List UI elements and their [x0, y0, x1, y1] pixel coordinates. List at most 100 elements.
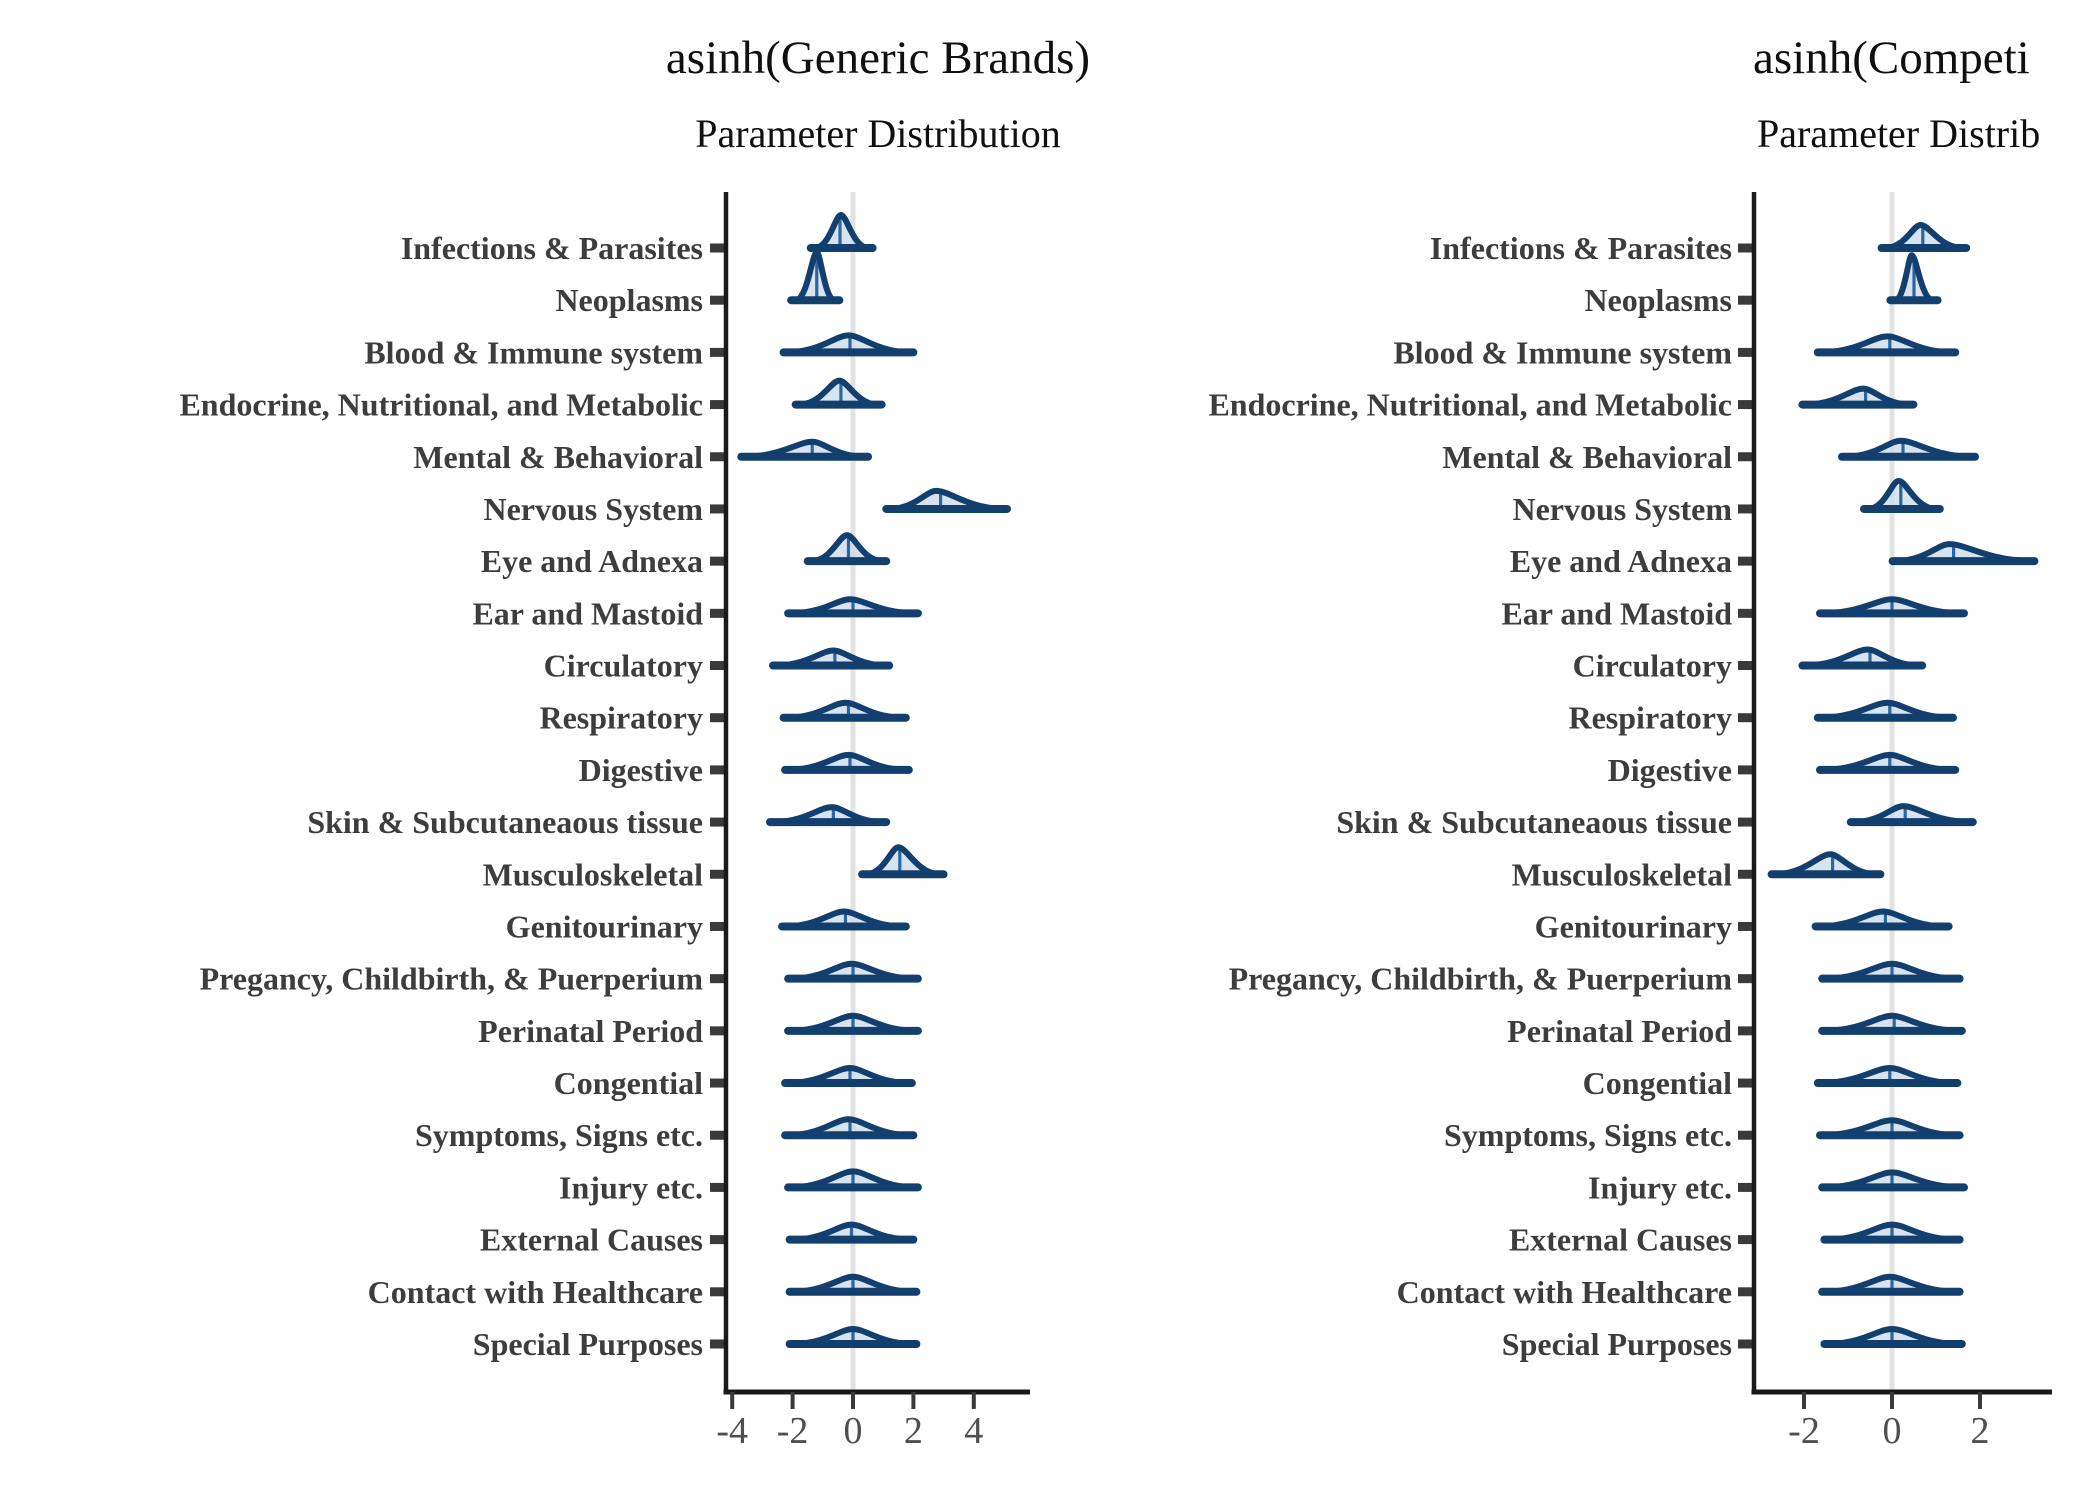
x-axis-tick-label: -2 — [1788, 1410, 1820, 1452]
y-axis-tick — [1738, 1130, 1754, 1140]
ridge-row — [784, 960, 922, 983]
category-label: Infections & Parasites — [401, 230, 703, 266]
category-label: Blood & Immune system — [364, 334, 703, 370]
category-label: Pregancy, Childbirth, & Puerperium — [1229, 961, 1733, 997]
category-label: External Causes — [480, 1222, 703, 1258]
ridge-row — [1888, 541, 2039, 566]
ridge-row — [1886, 252, 1942, 305]
y-axis-tick — [1738, 504, 1754, 514]
panel-1: Infections & Parasites Neoplasms Blood & I… — [1208, 192, 2052, 1452]
y-axis-tick — [710, 869, 726, 879]
density-ridge-outline — [1893, 252, 1935, 304]
ridge-row — [1811, 908, 1953, 931]
ridge-row — [784, 1012, 922, 1035]
y-axis-tick — [1738, 400, 1754, 410]
y-axis-tick — [1738, 295, 1754, 305]
y-axis-tick — [710, 1287, 726, 1297]
ridge-row — [779, 699, 910, 722]
ridge-row — [1860, 477, 1944, 513]
density-ridge-outline — [813, 212, 870, 251]
ridge-row — [1818, 960, 1964, 983]
y-axis-tick — [710, 295, 726, 305]
category-label: Contact with Healthcare — [368, 1274, 703, 1310]
ridge-row — [803, 532, 891, 566]
ridge-row — [1813, 1065, 1962, 1088]
category-label: Contact with Healthcare — [1397, 1274, 1732, 1310]
density-ridge-outline — [865, 844, 941, 878]
panel-0: Infections & Parasites Neoplasms Blood & I… — [179, 192, 1030, 1452]
ridge-row — [785, 1221, 918, 1244]
category-label: Skin & Subcutaneaous tissue — [307, 804, 703, 840]
y-axis-tick — [1738, 608, 1754, 618]
category-label: Symptoms, Signs etc. — [1444, 1117, 1732, 1153]
category-label: Endocrine, Nutritional, and Metabolic — [179, 387, 703, 423]
category-label: Pregancy, Childbirth, & Puerperium — [200, 961, 704, 997]
y-axis-tick — [1738, 765, 1754, 775]
ridge-row — [1813, 699, 1957, 722]
y-axis-tick — [710, 921, 726, 931]
y-axis-tick — [710, 347, 726, 357]
ridge-row — [1818, 1169, 1968, 1192]
left-panel-subtitle: Parameter Distribution — [695, 111, 1061, 156]
density-ridge-outline — [791, 1168, 915, 1191]
y-axis-tick — [1738, 1235, 1754, 1245]
ridge-row — [1816, 1117, 1964, 1140]
ridge-row — [787, 249, 844, 305]
x-axis-tick-label: 2 — [904, 1410, 923, 1452]
x-axis-tick-label: -4 — [716, 1410, 748, 1452]
ridge-row — [765, 804, 891, 827]
density-ridge-outline — [1820, 333, 1953, 356]
y-axis-tick — [1738, 1287, 1754, 1297]
ridge-row — [858, 844, 948, 879]
ridge-row — [1818, 1273, 1964, 1296]
category-label: Mental & Behavioral — [413, 439, 703, 475]
category-label: Nervous System — [1512, 491, 1732, 527]
y-axis-tick — [1738, 713, 1754, 723]
ridge-row — [785, 1326, 921, 1348]
category-label: Skin & Subcutaneaous tissue — [1336, 804, 1732, 840]
ridge-row — [769, 647, 894, 670]
y-axis-tick — [710, 400, 726, 410]
right-panel-title: asinh(Competi — [1753, 32, 2030, 84]
y-axis-tick — [1738, 817, 1754, 827]
ridge-row — [784, 1168, 922, 1192]
category-label: Blood & Immune system — [1393, 334, 1732, 370]
x-axis-tick-label: 2 — [1971, 1410, 1990, 1452]
category-label: Perinatal Period — [478, 1013, 703, 1049]
ridge-row — [1820, 1221, 1964, 1244]
y-axis-tick — [1738, 452, 1754, 462]
ridge-row — [806, 212, 877, 252]
category-label: Ear and Mastoid — [1501, 595, 1732, 631]
y-axis-tick — [1738, 974, 1754, 984]
category-label: Genitourinary — [506, 908, 703, 944]
y-axis-tick — [710, 661, 726, 671]
x-axis-tick-label: 0 — [1883, 1410, 1902, 1452]
y-axis-tick — [710, 452, 726, 462]
ridge-row — [737, 438, 873, 461]
ridge-row — [1877, 222, 1971, 252]
density-ridge-outline — [798, 377, 879, 408]
ridge-row — [1846, 803, 1977, 827]
x-axis-tick-label: -2 — [777, 1410, 809, 1452]
ridge-row — [1838, 437, 1979, 461]
y-axis-tick — [1738, 1182, 1754, 1192]
ridge-row — [785, 1273, 921, 1296]
category-label: Congential — [554, 1065, 703, 1101]
ridge-row — [1816, 596, 1968, 618]
ridge-row — [779, 332, 918, 357]
category-label: Perinatal Period — [1507, 1013, 1732, 1049]
y-axis-tick — [710, 243, 726, 253]
y-axis-tick — [710, 1182, 726, 1192]
category-label: Genitourinary — [1535, 908, 1732, 944]
ridge-row — [784, 596, 922, 618]
y-axis-tick — [710, 817, 726, 827]
category-label: Digestive — [1608, 752, 1732, 788]
category-label: Nervous System — [483, 491, 703, 527]
y-axis-tick — [1738, 869, 1754, 879]
ridge-row — [1820, 1326, 1966, 1348]
category-label: Injury etc. — [1588, 1169, 1732, 1205]
density-ridge-outline — [1867, 477, 1937, 512]
y-axis-tick — [1738, 1078, 1754, 1088]
y-axis-tick — [710, 1235, 726, 1245]
